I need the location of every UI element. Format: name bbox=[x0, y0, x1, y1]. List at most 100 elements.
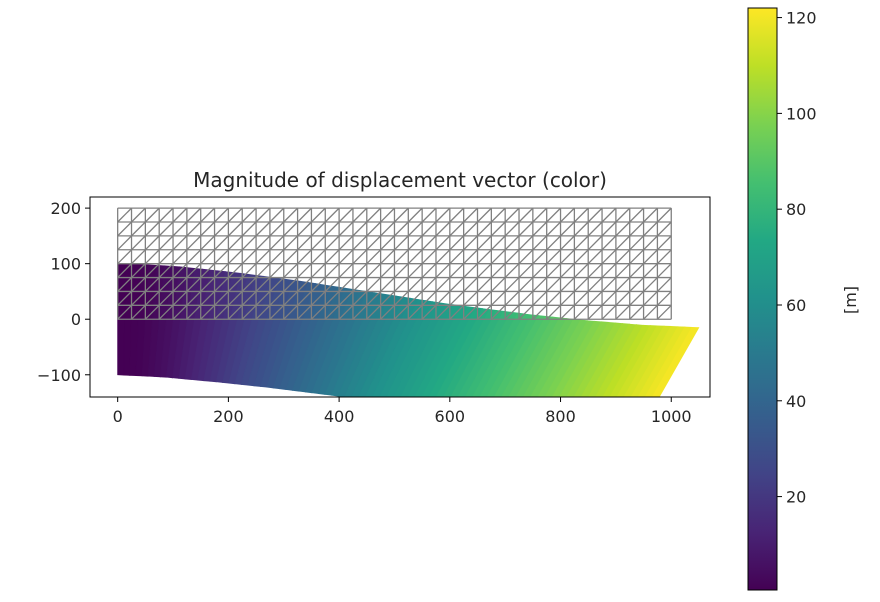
y-tick-label: −100 bbox=[37, 366, 81, 385]
y-tick-label: 0 bbox=[71, 310, 81, 329]
mesh-diagonal bbox=[200, 277, 216, 292]
x-tick-label: 800 bbox=[545, 407, 576, 426]
mesh-diagonal bbox=[435, 221, 451, 237]
mesh-diagonal bbox=[117, 304, 132, 320]
mesh-diagonal bbox=[200, 235, 216, 251]
mesh-diagonal bbox=[227, 235, 243, 251]
mesh-diagonal bbox=[587, 277, 603, 292]
mesh-diagonal bbox=[144, 304, 160, 320]
mesh-diagonal bbox=[227, 304, 243, 320]
mesh-diagonal bbox=[158, 290, 174, 306]
mesh-diagonal bbox=[490, 207, 506, 223]
colorbar-tick-label: 100 bbox=[786, 104, 817, 123]
mesh-diagonal bbox=[463, 221, 478, 237]
colorbar bbox=[747, 7, 778, 591]
mesh-diagonal bbox=[269, 290, 285, 306]
mesh-diagonal bbox=[518, 304, 534, 320]
mesh-diagonal bbox=[241, 290, 257, 306]
mesh-diagonal bbox=[310, 277, 326, 292]
mesh-diagonal bbox=[421, 221, 437, 237]
mesh-diagonal bbox=[532, 249, 548, 265]
mesh-diagonal bbox=[615, 235, 631, 251]
mesh-diagonal bbox=[241, 249, 257, 265]
mesh-diagonal bbox=[352, 221, 368, 237]
mesh-diagonal bbox=[338, 235, 354, 251]
mesh-diagonal bbox=[324, 304, 340, 320]
mesh-diagonal bbox=[532, 221, 548, 237]
x-tick-label: 600 bbox=[435, 407, 466, 426]
mesh-diagonal bbox=[283, 235, 299, 251]
mesh-diagonal bbox=[587, 304, 603, 320]
mesh-diagonal bbox=[477, 263, 492, 279]
mesh-diagonal bbox=[283, 277, 299, 292]
mesh-diagonal bbox=[601, 221, 617, 237]
colorbar-label: [m] bbox=[841, 286, 860, 314]
mesh-diagonal bbox=[573, 221, 589, 237]
mesh-diagonal bbox=[338, 290, 354, 306]
mesh-diagonal bbox=[560, 290, 575, 306]
mesh-diagonal bbox=[435, 304, 451, 320]
x-axis: 0 200 400 600 800 1000 bbox=[113, 397, 692, 426]
mesh-diagonal bbox=[283, 249, 299, 265]
mesh-diagonal bbox=[158, 207, 174, 223]
mesh-diagonal bbox=[352, 263, 368, 279]
mesh-diagonal bbox=[477, 277, 492, 292]
mesh-diagonal bbox=[435, 290, 451, 306]
chart-title: Magnitude of displacement vector (color) bbox=[193, 168, 607, 192]
colorbar-tick-label: 60 bbox=[786, 296, 806, 315]
mesh-diagonal bbox=[200, 263, 216, 279]
mesh-diagonal bbox=[435, 207, 451, 223]
mesh-diagonal bbox=[366, 207, 382, 223]
mesh-diagonal bbox=[477, 290, 492, 306]
mesh-diagonal bbox=[255, 235, 271, 251]
mesh-diagonal bbox=[324, 221, 340, 237]
mesh-diagonal bbox=[227, 221, 243, 237]
mesh-diagonal bbox=[601, 290, 617, 306]
mesh-diagonal bbox=[241, 304, 257, 320]
mesh-diagonal bbox=[573, 207, 589, 223]
mesh-diagonal bbox=[366, 235, 382, 251]
mesh-diagonal bbox=[131, 304, 146, 320]
mesh-diagonal bbox=[449, 221, 465, 237]
mesh-diagonal bbox=[200, 304, 216, 320]
mesh-diagonal bbox=[601, 263, 617, 279]
mesh-diagonal bbox=[117, 249, 132, 265]
y-tick-label: 100 bbox=[50, 255, 81, 274]
mesh-diagonal bbox=[366, 290, 382, 306]
mesh-diagonal bbox=[200, 249, 216, 265]
mesh-diagonal bbox=[504, 290, 520, 306]
mesh-diagonal bbox=[380, 235, 395, 251]
mesh-diagonal bbox=[158, 235, 174, 251]
mesh-diagonal bbox=[477, 249, 492, 265]
mesh-diagonal bbox=[518, 249, 534, 265]
mesh-diagonal bbox=[573, 304, 589, 320]
mesh-diagonal bbox=[615, 221, 631, 237]
mesh-diagonal bbox=[324, 263, 340, 279]
mesh-diagonal bbox=[172, 290, 188, 306]
mesh-diagonal bbox=[366, 304, 382, 320]
mesh-diagonal bbox=[227, 290, 243, 306]
mesh-diagonal bbox=[380, 207, 395, 223]
mesh-diagonal bbox=[352, 235, 368, 251]
mesh-diagonal bbox=[131, 277, 146, 292]
mesh-diagonal bbox=[269, 277, 285, 292]
mesh-diagonal bbox=[601, 304, 617, 320]
mesh-diagonal bbox=[573, 263, 589, 279]
mesh-diagonal bbox=[214, 263, 229, 279]
mesh-diagonal bbox=[117, 235, 132, 251]
mesh-diagonal bbox=[131, 263, 146, 279]
mesh-diagonal bbox=[117, 207, 132, 223]
mesh-diagonal bbox=[615, 290, 631, 306]
mesh-diagonal bbox=[421, 277, 437, 292]
mesh-diagonal bbox=[310, 263, 326, 279]
mesh-diagonal bbox=[504, 277, 520, 292]
mesh-diagonal bbox=[131, 249, 146, 265]
mesh-diagonal bbox=[421, 263, 437, 279]
mesh-diagonal bbox=[366, 277, 382, 292]
mesh-diagonal bbox=[186, 290, 202, 306]
mesh-diagonal bbox=[643, 235, 658, 251]
mesh-diagonal bbox=[214, 304, 229, 320]
mesh-diagonal bbox=[255, 221, 271, 237]
mesh-diagonal bbox=[435, 235, 451, 251]
mesh-diagonal bbox=[338, 304, 354, 320]
